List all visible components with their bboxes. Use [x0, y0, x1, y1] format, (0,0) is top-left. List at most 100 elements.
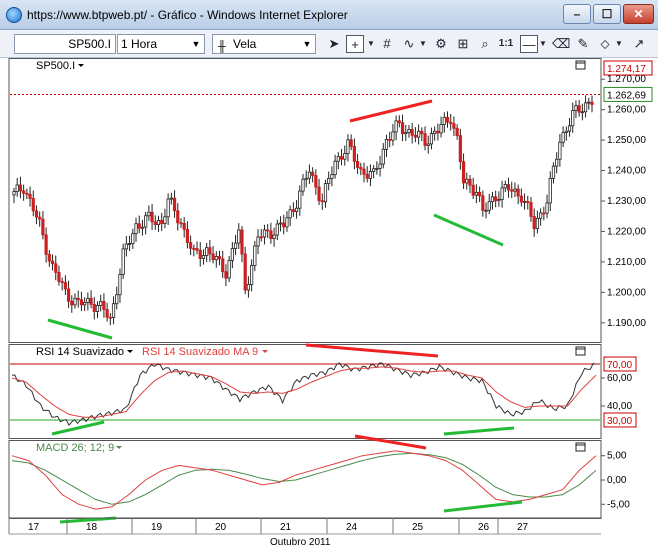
price-ytick-label: 1.240,00: [607, 166, 646, 177]
candle-body: [195, 248, 199, 251]
chevron-down-icon[interactable]: ▼: [191, 39, 201, 49]
candle-body: [362, 168, 366, 175]
chevron-down-icon[interactable]: ▼: [615, 39, 623, 48]
chevron-down-icon[interactable]: ▼: [419, 39, 427, 48]
candle-body: [410, 129, 414, 136]
rsi-overbought-label: 70,00: [607, 360, 632, 371]
candle-body: [208, 247, 212, 255]
candle-body: [442, 116, 446, 125]
xaxis-tick-label: 25: [412, 522, 424, 533]
indicator-icon[interactable]: ∿: [403, 36, 415, 51]
xaxis-tick-label: 18: [86, 522, 98, 533]
candle-body: [47, 254, 51, 262]
chevron-down-icon[interactable]: ▼: [539, 39, 547, 48]
candle-body: [275, 223, 279, 236]
candle-body: [99, 301, 103, 306]
chevron-down-icon: [78, 64, 84, 67]
candle-body: [118, 273, 122, 296]
candle-body: [352, 146, 356, 162]
candle-body: [70, 300, 74, 306]
candle-body: [214, 256, 218, 261]
candle-body: [12, 191, 16, 196]
chevron-down-icon[interactable]: ▼: [367, 39, 375, 48]
chevron-down-icon[interactable]: ▼: [302, 39, 312, 49]
chart-type-select[interactable]: ╫ Vela ▼: [212, 34, 316, 54]
candle-body: [182, 223, 186, 230]
candle-body: [217, 256, 222, 260]
pencil-icon[interactable]: ✎: [577, 36, 589, 51]
candle-body: [551, 165, 556, 179]
candle-body: [230, 248, 234, 261]
period-value: 1 Hora: [121, 37, 158, 51]
chevron-down-icon: [262, 350, 268, 353]
candle-body: [474, 191, 479, 196]
candle-body: [291, 209, 295, 212]
candle-body: [266, 229, 270, 232]
export-icon[interactable]: ↗: [633, 36, 645, 51]
candle-body: [587, 101, 591, 104]
trendline-green: [433, 213, 504, 247]
candle-body: [105, 309, 109, 318]
settings-icon[interactable]: ⚙: [435, 36, 447, 51]
macd-line: [11, 450, 597, 510]
trendline-red: [349, 99, 433, 123]
candle-body: [22, 190, 26, 194]
chart-canvas[interactable]: 1.190,00 1.200,00 1.210,00 1.220,00 1.230,00…: [0, 58, 658, 548]
zoom-icon[interactable]: ⌕: [481, 36, 489, 51]
candle-body: [336, 156, 340, 162]
period-select[interactable]: 1 Hora ▼: [117, 34, 205, 54]
candle-body: [580, 111, 584, 114]
xaxis-tick-label: 19: [151, 522, 163, 533]
zoom-reset-button[interactable]: 1:1: [498, 38, 514, 49]
candle-body: [420, 130, 424, 135]
candle-body: [54, 263, 58, 273]
candle-body: [311, 171, 315, 176]
candle-body: [76, 297, 80, 301]
candle-body: [506, 184, 511, 191]
rsi-legend-label: RSI 14 Suavizado: [36, 346, 124, 358]
trendline-green: [443, 426, 515, 436]
candle-body: [38, 216, 42, 220]
crosshair-icon[interactable]: +: [346, 35, 364, 53]
candle-body: [108, 316, 112, 319]
eraser-icon[interactable]: ⌫: [552, 36, 571, 51]
symbol-input[interactable]: SP500.I: [14, 34, 116, 54]
maximize-button[interactable]: ☐: [593, 4, 621, 24]
candle-body: [535, 217, 540, 230]
rsi-line: [11, 362, 597, 426]
window-titlebar: https://www.btpweb.pt/ - Gráfico - Windo…: [0, 0, 658, 30]
price-ytick-label: 1.230,00: [607, 196, 646, 207]
candle-body: [153, 221, 157, 226]
candle-body: [478, 191, 482, 197]
candle-body: [79, 299, 84, 306]
candle-body: [400, 122, 405, 135]
line-style-icon[interactable]: —: [520, 35, 538, 53]
candle-body: [28, 193, 32, 199]
minimize-button[interactable]: –: [563, 4, 591, 24]
window-layout-icon[interactable]: ⊞: [457, 36, 469, 51]
candle-body: [529, 202, 533, 217]
candle-body: [250, 265, 254, 285]
candle-body: [567, 125, 572, 132]
candle-body: [160, 219, 164, 224]
candle-body: [375, 167, 379, 170]
grid-icon[interactable]: #: [383, 36, 391, 51]
candle-body: [433, 130, 437, 135]
candle-body: [558, 141, 562, 160]
pointer-icon[interactable]: ➤: [328, 36, 340, 51]
trendline-red: [305, 343, 439, 358]
candle-body: [555, 158, 559, 167]
ie-logo-icon: [6, 7, 22, 23]
candle-body: [115, 294, 119, 305]
candle-body: [227, 259, 231, 279]
xaxis-tick-label: 27: [517, 522, 529, 533]
candle-body: [83, 302, 87, 306]
candle-body: [185, 228, 189, 243]
candle-body: [121, 248, 125, 275]
paint-icon[interactable]: ⬦: [600, 36, 610, 51]
candle-body: [439, 124, 443, 134]
candle-body: [192, 247, 196, 250]
close-button[interactable]: ✕: [623, 4, 654, 24]
candle-body: [494, 196, 498, 202]
candle-body: [526, 200, 530, 203]
